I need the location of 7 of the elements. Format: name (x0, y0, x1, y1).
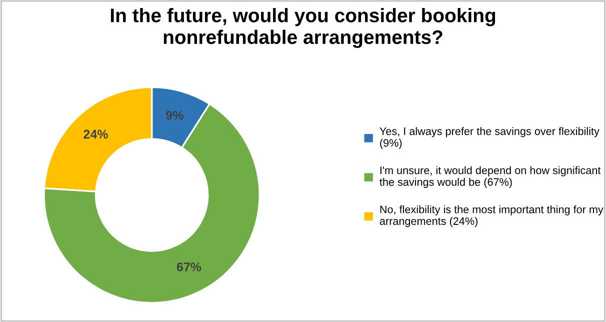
data-label: 24% (84, 130, 108, 139)
data-label: 9% (166, 110, 184, 120)
legend-label: I'm unsure, it would depend on how significant the savings would be (67%) (380, 166, 601, 188)
legend-label: No, flexibility is the most important thing for my arrangements (24%) (380, 205, 604, 228)
legend-label: Yes, I always prefer the savings over flexibility (9%) (380, 127, 600, 149)
chart-title: In the future, would you consider booking nonrefundable arrangements? (110, 8, 496, 48)
data-label: 67% (176, 262, 202, 272)
